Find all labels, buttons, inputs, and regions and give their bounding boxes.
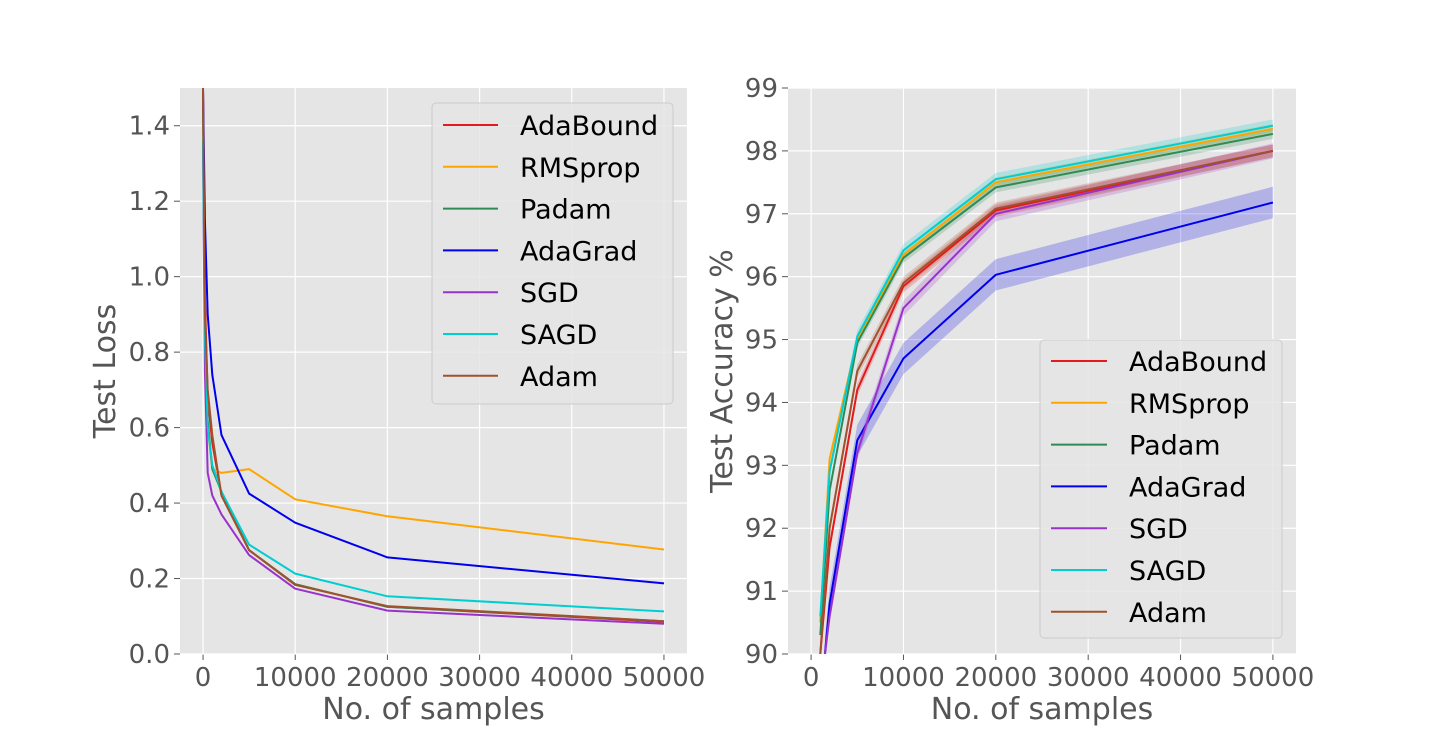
- legend-label: SGD: [1129, 514, 1188, 545]
- legend-label: SAGD: [520, 320, 597, 351]
- x-tick-label: 20000: [346, 663, 429, 693]
- x-axis-label: No. of samples: [931, 692, 1154, 727]
- series-line-adagrad: [202, 88, 665, 585]
- y-tick-label: 92: [745, 514, 778, 544]
- plot-area: [202, 88, 665, 625]
- x-tick-label: 0: [803, 663, 820, 693]
- legend: AdaBound RMSprop Padam AdaGrad SGD SAGD Adam: [1039, 339, 1283, 639]
- legend-label: AdaBound: [1129, 347, 1267, 378]
- series-line-sgd: [202, 144, 665, 625]
- legend-label: RMSprop: [1129, 389, 1250, 420]
- y-tick-label: 93: [745, 451, 778, 481]
- legend-label: AdaBound: [520, 111, 658, 142]
- y-tick-label: 90: [745, 640, 778, 670]
- series-line-adagrad: [823, 201, 1274, 654]
- x-tick-label: 40000: [530, 663, 613, 693]
- legend-box: [431, 102, 674, 405]
- y-tick-label: 0.0: [129, 640, 170, 670]
- legend-box: [1039, 339, 1283, 639]
- legend-label: SAGD: [1129, 556, 1206, 587]
- y-tick-label: 0.8: [129, 338, 170, 368]
- test-accuracy-chart: 0 10000 20000 30000 40000 50000 90 91 92 93 94 95 96…: [705, 74, 1314, 727]
- y-tick-label: 1.2: [129, 187, 170, 217]
- legend-label: AdaGrad: [520, 236, 637, 267]
- y-tick-label: 0.6: [129, 414, 170, 444]
- x-tick-label: 30000: [1047, 663, 1130, 693]
- legend-label: Padam: [520, 195, 612, 226]
- y-tick-label: 94: [745, 388, 778, 418]
- series-line-padam: [819, 132, 1274, 636]
- y-tick-label: 91: [745, 577, 778, 607]
- y-axis-label: Test Accuracy %: [705, 249, 740, 494]
- series-line-adam: [202, 88, 665, 623]
- y-tick-label: 1.0: [129, 263, 170, 293]
- x-tick-label: 50000: [623, 663, 706, 693]
- x-tick-label: 50000: [1232, 663, 1315, 693]
- x-tick-label: 20000: [954, 663, 1037, 693]
- plot-area: [819, 119, 1274, 654]
- y-axis-label: Test Loss: [88, 304, 123, 439]
- y-tick-label: 99: [745, 74, 778, 104]
- band-sgd: [824, 143, 1273, 654]
- series-line-sagd: [819, 124, 1274, 617]
- legend-label: Adam: [1129, 598, 1207, 629]
- series-line-adabound: [819, 149, 1274, 654]
- y-tick-label: 98: [745, 137, 778, 167]
- x-tick-label: 0: [195, 663, 212, 693]
- x-tick-label: 40000: [1139, 663, 1222, 693]
- legend: AdaBound RMSprop Padam AdaGrad SGD SAGD Adam: [431, 102, 674, 405]
- legend-label: Padam: [1129, 431, 1221, 462]
- legend-label: RMSprop: [520, 153, 641, 184]
- series-line-adam: [819, 149, 1274, 654]
- legend-label: SGD: [520, 278, 579, 309]
- y-tick-label: 1.4: [129, 112, 170, 142]
- y-tick-label: 95: [745, 326, 778, 356]
- x-tick-label: 10000: [862, 663, 945, 693]
- y-tick-label: 96: [745, 263, 778, 293]
- x-tick-label: 30000: [438, 663, 521, 693]
- y-tick-label: 0.4: [129, 489, 170, 519]
- series-line-sgd: [823, 149, 1274, 654]
- x-tick-label: 10000: [254, 663, 337, 693]
- y-tick-label: 97: [745, 200, 778, 230]
- y-tick-label: 0.2: [129, 565, 170, 595]
- legend-label: Adam: [520, 362, 598, 393]
- test-loss-chart: 0 10000 20000 30000 40000 50000 0.0 0.2 0.4 0.6 0.…: [88, 88, 705, 727]
- legend-label: AdaGrad: [1129, 472, 1246, 503]
- x-axis-label: No. of samples: [322, 692, 545, 727]
